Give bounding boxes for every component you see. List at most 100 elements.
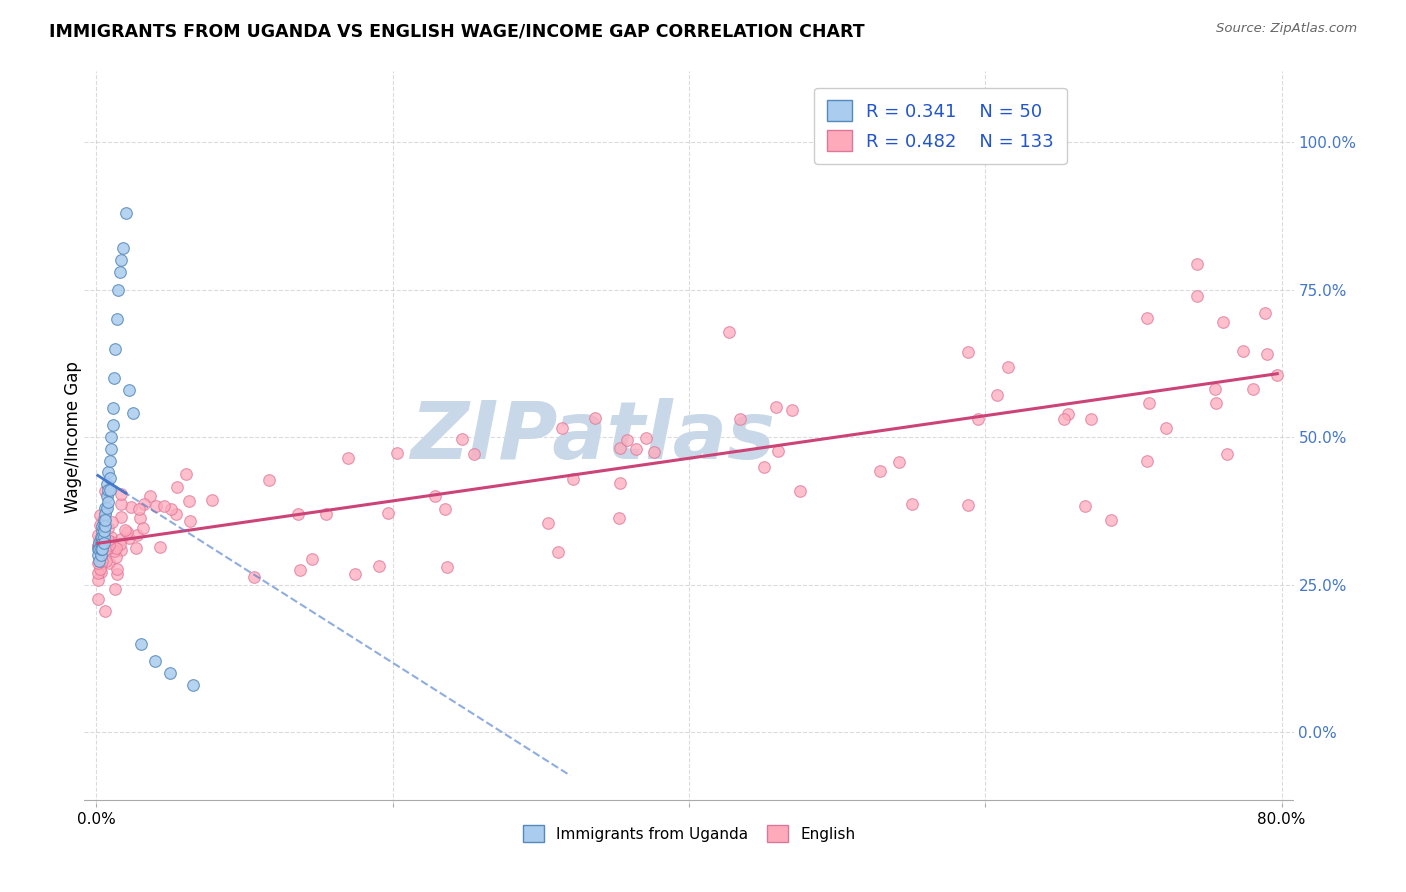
- Point: [301, 552, 323, 566]
- Point: [101, 401, 124, 415]
- Point: [105, 567, 128, 582]
- Point: [94, 604, 117, 618]
- Point: [91, 536, 114, 550]
- Point: [90, 536, 112, 550]
- Point: [1216, 447, 1239, 461]
- Point: [1212, 315, 1234, 329]
- Point: [336, 450, 359, 465]
- Point: [181, 678, 204, 692]
- Point: [94, 554, 117, 568]
- Point: [105, 312, 128, 326]
- Point: [101, 535, 124, 549]
- Point: [90, 565, 112, 579]
- Point: [1135, 454, 1157, 468]
- Point: [562, 472, 585, 486]
- Point: [108, 265, 131, 279]
- Point: [93, 535, 115, 549]
- Point: [1187, 289, 1209, 303]
- Point: [1254, 306, 1277, 320]
- Point: [624, 442, 647, 457]
- Point: [91, 530, 114, 544]
- Point: [127, 528, 149, 542]
- Point: [86, 573, 108, 587]
- Point: [1073, 499, 1095, 513]
- Point: [89, 542, 111, 557]
- Point: [1053, 411, 1076, 425]
- Point: [89, 508, 111, 523]
- Point: [94, 513, 117, 527]
- Point: [986, 387, 1008, 401]
- Point: [93, 524, 115, 539]
- Point: [93, 536, 115, 550]
- Point: [1139, 395, 1161, 409]
- Point: [100, 529, 122, 543]
- Point: [97, 556, 120, 570]
- Point: [93, 530, 115, 544]
- Point: [89, 518, 111, 533]
- Point: [91, 546, 114, 560]
- Point: [101, 418, 124, 433]
- Point: [343, 566, 366, 581]
- Point: [114, 523, 136, 537]
- Point: [956, 498, 979, 512]
- Point: [90, 542, 112, 557]
- Point: [89, 536, 111, 550]
- Point: [90, 557, 112, 571]
- Point: [616, 433, 638, 447]
- Point: [100, 442, 122, 456]
- Point: [367, 559, 389, 574]
- Point: [120, 500, 142, 515]
- Point: [634, 431, 657, 445]
- Point: [967, 411, 990, 425]
- Point: [153, 499, 176, 513]
- Point: [782, 402, 804, 417]
- Point: [91, 541, 114, 556]
- Point: [110, 510, 132, 524]
- Point: [86, 592, 108, 607]
- Point: [423, 489, 446, 503]
- Point: [1205, 395, 1227, 409]
- Point: [1136, 311, 1159, 326]
- Point: [1256, 347, 1278, 361]
- Point: [179, 514, 201, 528]
- Point: [96, 500, 118, 515]
- Point: [165, 508, 187, 522]
- Point: [956, 344, 979, 359]
- Point: [97, 495, 120, 509]
- Point: [201, 492, 224, 507]
- Point: [243, 569, 266, 583]
- Point: [97, 533, 120, 548]
- Point: [118, 531, 141, 545]
- Point: [1099, 513, 1122, 527]
- Point: [110, 532, 132, 546]
- Point: [90, 530, 112, 544]
- Point: [145, 499, 167, 513]
- Point: [91, 518, 114, 533]
- Point: [551, 421, 574, 435]
- Point: [166, 480, 188, 494]
- Text: ZIPatlas: ZIPatlas: [409, 398, 775, 476]
- Point: [451, 432, 474, 446]
- Text: IMMIGRANTS FROM UGANDA VS ENGLISH WAGE/INCOME GAP CORRELATION CHART: IMMIGRANTS FROM UGANDA VS ENGLISH WAGE/I…: [49, 22, 865, 40]
- Point: [129, 636, 152, 650]
- Point: [1056, 408, 1078, 422]
- Point: [90, 552, 112, 566]
- Point: [94, 533, 117, 547]
- Point: [717, 325, 740, 339]
- Point: [159, 666, 181, 681]
- Point: [387, 446, 409, 460]
- Point: [174, 467, 197, 481]
- Point: [100, 515, 122, 529]
- Y-axis label: Wage/Income Gap: Wage/Income Gap: [65, 361, 82, 513]
- Point: [108, 537, 131, 551]
- Point: [86, 542, 108, 557]
- Point: [91, 512, 114, 526]
- Point: [100, 430, 122, 444]
- Point: [125, 541, 148, 555]
- Point: [1156, 421, 1178, 435]
- Point: [110, 543, 132, 558]
- Point: [434, 501, 457, 516]
- Point: [110, 487, 132, 501]
- Point: [87, 566, 110, 580]
- Point: [145, 654, 167, 668]
